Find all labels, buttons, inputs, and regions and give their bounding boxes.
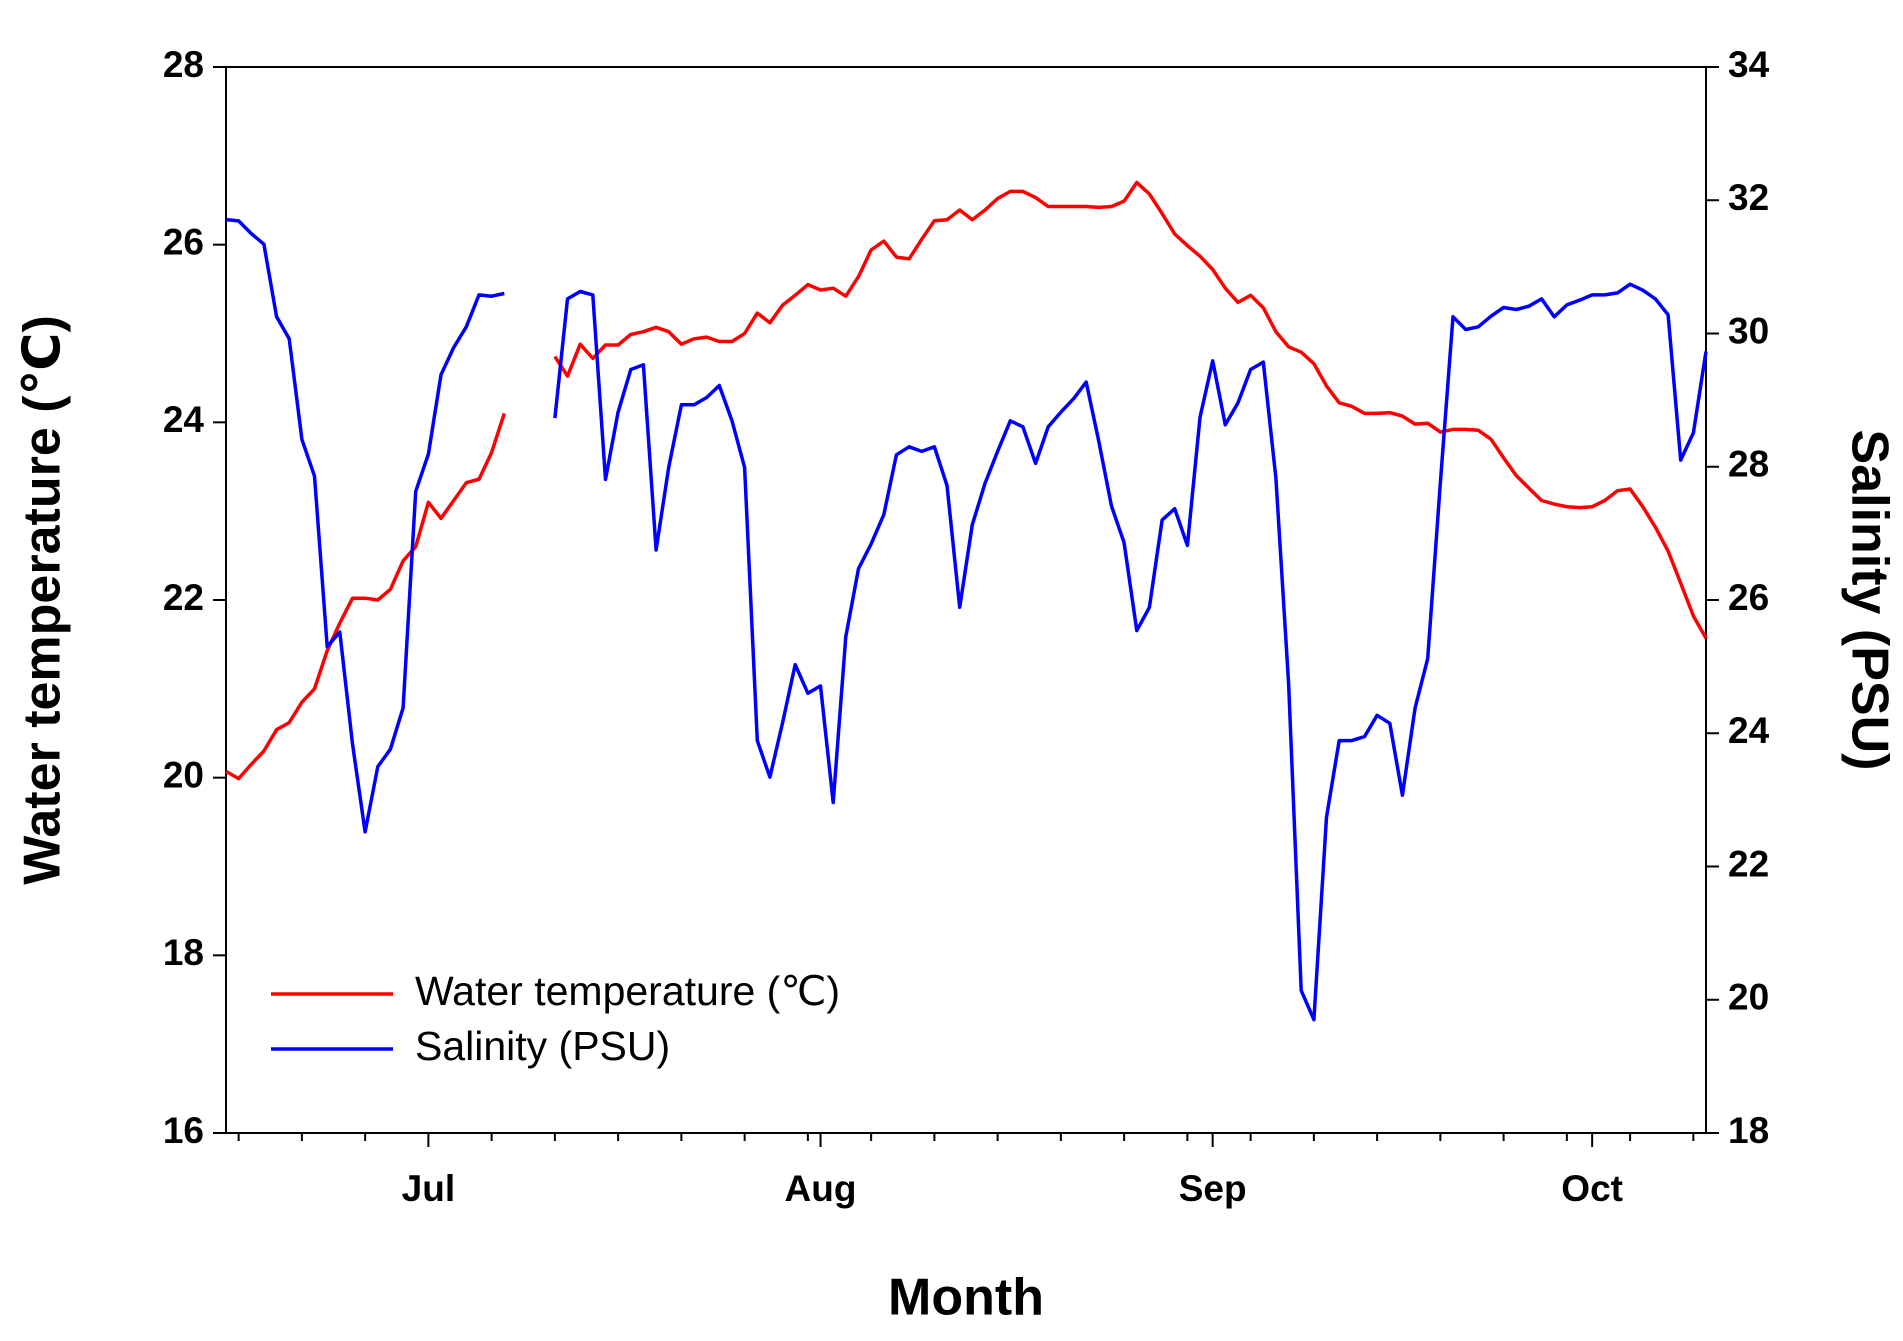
y2-axis-title: Salinity (PSU) (1840, 430, 1898, 771)
y-tick-label: 26 (163, 221, 204, 262)
x-axis-title: Month (888, 1269, 1044, 1327)
y2-tick-label: 26 (1728, 577, 1769, 618)
legend-label: Water temperature (℃) (415, 968, 840, 1014)
y-tick-label: 18 (163, 932, 204, 973)
y2-tick-label: 30 (1728, 310, 1769, 351)
y-tick-label: 22 (163, 577, 204, 618)
y2-tick-label: 28 (1728, 444, 1769, 485)
y2-tick-label: 20 (1728, 977, 1769, 1018)
y2-tick-label: 18 (1728, 1110, 1769, 1151)
legend-label: Salinity (PSU) (415, 1023, 670, 1069)
y-tick-label: 16 (163, 1110, 204, 1151)
x-tick-label: Oct (1561, 1168, 1623, 1209)
y2-tick-label: 32 (1728, 177, 1769, 218)
series-line (225, 217, 1708, 1022)
y2-tick-label: 22 (1728, 843, 1769, 884)
y-tick-label: 20 (163, 754, 204, 795)
y2-tick-label: 24 (1728, 710, 1770, 751)
y-tick-label: 28 (163, 44, 204, 85)
y-tick-label: 24 (163, 399, 205, 440)
series-line (225, 180, 1708, 781)
x-tick-label: Sep (1179, 1168, 1247, 1209)
y2-tick-label: 34 (1728, 44, 1770, 85)
x-tick-label: Aug (785, 1168, 857, 1209)
x-tick-label: Jul (402, 1168, 455, 1209)
y-axis-title: Water temperature (℃) (14, 315, 72, 885)
